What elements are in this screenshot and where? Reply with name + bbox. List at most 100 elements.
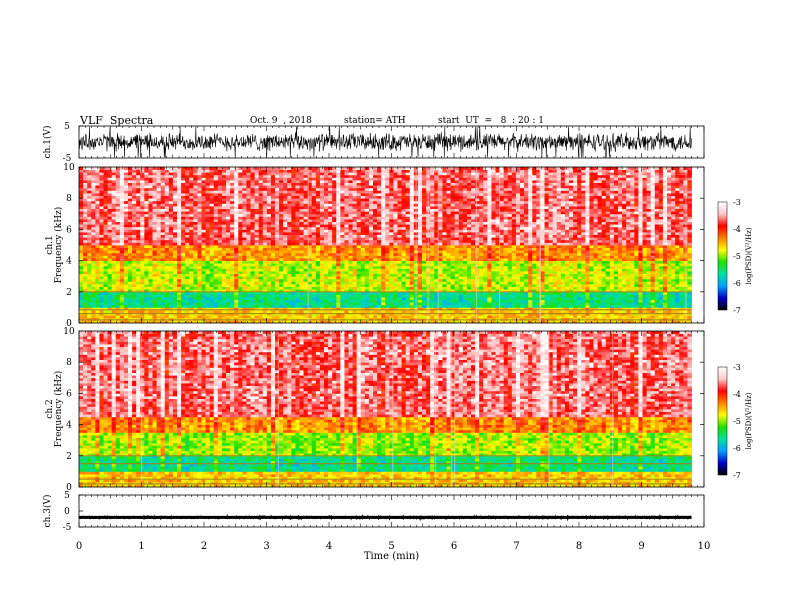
spectrogram-cell (234, 260, 239, 264)
spectrogram-cell (630, 310, 635, 313)
spectrogram-cell (626, 271, 631, 274)
spectrogram-cell (446, 304, 451, 308)
spectrogram-cell (344, 252, 349, 256)
spectrogram-cell (540, 304, 545, 308)
spectrogram-cell (438, 310, 443, 313)
spectrogram-cell (373, 271, 378, 274)
spectrogram-cell (168, 281, 174, 285)
spectrogram-cell (340, 310, 345, 313)
spectrogram-cell (230, 255, 235, 259)
spectrogram-cell (324, 239, 329, 243)
spectrogram-cell (552, 315, 558, 319)
spectrogram-cell (336, 289, 341, 293)
spectrogram-cell (234, 268, 239, 272)
spectrogram-cell (299, 315, 304, 319)
spectrogram-cell (164, 276, 170, 280)
spectrogram-cell (311, 302, 317, 306)
spectrogram-cell (172, 281, 178, 285)
spectrogram-cell (103, 273, 108, 277)
spectrogram-cell (136, 263, 141, 267)
spectrogram-cell (577, 299, 582, 303)
spectrogram-cell (471, 302, 476, 306)
spectrogram-cell (679, 278, 684, 282)
spectrogram-cell (409, 250, 415, 254)
spectrogram-cell (650, 289, 656, 293)
spectrogram-cell (319, 239, 325, 243)
spectrogram-cell (287, 291, 292, 295)
spectrogram-cell (328, 242, 333, 246)
spectrogram-cell (446, 276, 451, 280)
spectrogram-cell (393, 289, 398, 293)
spectrogram-cell (401, 278, 407, 282)
spectrogram-cell (226, 315, 231, 319)
spectrogram-cell (164, 278, 170, 282)
spectrogram-cell (87, 278, 92, 282)
spectrogram-cell (266, 299, 272, 303)
spectrogram-cell (597, 271, 603, 274)
spectrogram-cell (160, 302, 166, 306)
spectrogram-cell (234, 258, 239, 261)
spectrogram-cell (528, 304, 533, 308)
spectrogram-cell (246, 315, 251, 319)
spectrogram-cell (111, 310, 117, 313)
spectrogram-cell (405, 278, 411, 282)
spectrogram-cell (95, 289, 100, 293)
spectrogram-cell (520, 284, 525, 287)
spectrogram-cell (201, 258, 206, 261)
spectrogram-cell (368, 304, 374, 308)
spectrogram-cell (315, 310, 321, 313)
spectrogram-cell (438, 273, 443, 277)
spectrogram-cell (352, 315, 358, 319)
spectrogram-cell (373, 307, 378, 311)
spectrogram-cell (315, 294, 321, 298)
spectrogram-cell (593, 291, 598, 295)
spectrogram-cell (544, 281, 549, 285)
spectrogram-cell (189, 291, 194, 295)
spectrogram-cell (328, 286, 333, 290)
spectrogram-cell (495, 258, 500, 261)
spectrogram-cell (99, 278, 104, 282)
spectrogram-cell (646, 302, 652, 306)
spectrogram-cell (675, 268, 680, 272)
spectrogram-cell (177, 281, 182, 285)
spectrogram-cell (373, 299, 378, 303)
spectrogram-cell (205, 297, 211, 300)
spectrogram-cell (291, 255, 296, 259)
spectrogram-cell (597, 307, 603, 311)
spectrogram-cell (462, 284, 468, 287)
spectrogram-cell (540, 286, 545, 290)
spectrogram-cell (324, 247, 329, 251)
spectrogram-cell (262, 271, 268, 274)
spectrogram-cell (238, 258, 243, 261)
spectrogram-cell (115, 234, 121, 238)
spectrogram-cell (156, 250, 162, 254)
spectrogram-cell (221, 320, 227, 324)
spectrogram-cell (434, 299, 439, 303)
spectrogram-cell (409, 255, 415, 259)
spectrogram-cell (434, 302, 439, 306)
spectrogram-cell (430, 315, 435, 319)
spectrogram-cell (275, 284, 280, 287)
spectrogram-cell (618, 284, 623, 287)
spectrogram-cell (160, 250, 166, 254)
spectrogram-cell (389, 276, 394, 280)
spectrogram-cell (324, 320, 329, 324)
spectrogram-cell (544, 255, 549, 259)
spectrogram-cell (458, 278, 464, 282)
spectrogram-cell (332, 250, 337, 254)
spectrogram-cell (279, 273, 284, 277)
spectrogram-cell (377, 239, 382, 243)
spectrogram-cell (348, 310, 353, 313)
spectrogram-cell (569, 237, 574, 241)
spectrogram-cell (405, 273, 411, 277)
spectrogram-cell (156, 265, 162, 269)
spectrogram-cell (246, 255, 251, 259)
spectrogram-cell (462, 302, 468, 306)
spectrogram-cell (348, 299, 353, 303)
spectrogram-cell (246, 302, 251, 306)
spectrogram-cell (254, 294, 260, 298)
spectrogram-cell (111, 239, 117, 243)
spectrogram-cell (230, 252, 235, 256)
spectrogram-cell (275, 265, 280, 269)
spectrogram-cell (618, 307, 623, 311)
